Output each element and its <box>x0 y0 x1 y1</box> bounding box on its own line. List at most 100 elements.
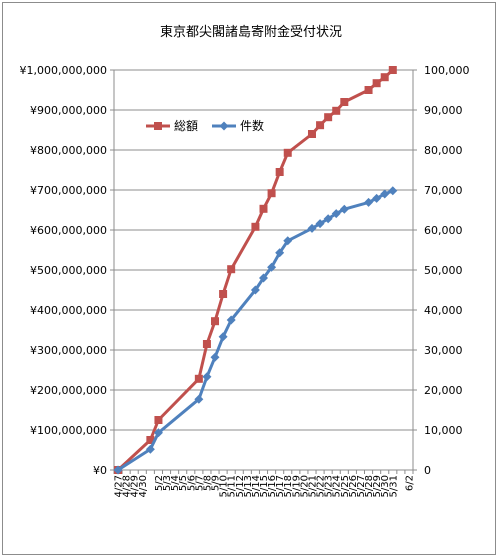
y-left-tick-label: ¥200,000,000 <box>30 384 107 397</box>
data-point-2 <box>267 262 277 272</box>
data-point-2 <box>307 223 317 233</box>
x-tick-label: 5/7 <box>194 475 205 491</box>
y-left-tick-label: ¥0 <box>93 464 107 477</box>
chart-title: 東京都尖閣諸島寄附金受付状況 <box>160 24 342 40</box>
x-tick-label: 5/3 <box>162 475 173 491</box>
x-tick-label: 5/25 <box>340 475 351 497</box>
data-point-2 <box>210 352 220 362</box>
data-point-1 <box>219 290 228 298</box>
x-tick-label: 5/22 <box>316 475 327 497</box>
y-axis-right: 0 10,000 20,000 30,000 40,000 50,000 60,000 70,… <box>412 64 470 477</box>
data-point-1 <box>251 222 260 231</box>
x-tick-label: 5/21 <box>307 475 318 497</box>
y-left-tick-label: ¥1,000,000,000 <box>20 64 107 77</box>
legend: 総額 件数 <box>146 118 264 133</box>
y-right-tick-label: 40,000 <box>424 304 463 317</box>
y-left-tick-label: ¥700,000,000 <box>30 184 107 197</box>
y-left-tick-label: ¥800,000,000 <box>30 144 107 157</box>
x-tick-label: 5/20 <box>299 475 310 497</box>
data-point-1 <box>332 106 341 115</box>
x-tick-label: 4/29 <box>130 475 141 497</box>
x-tick-label: 5/9 <box>211 475 222 491</box>
y-right-tick-label: 0 <box>424 464 431 477</box>
data-point-1 <box>316 121 325 130</box>
y-left-tick-label: ¥300,000,000 <box>30 344 107 357</box>
x-tick-label: 5/24 <box>332 475 343 497</box>
data-point-1 <box>194 374 203 383</box>
legend-label-1: 総額 <box>174 119 198 133</box>
data-point-1 <box>307 130 316 138</box>
legend-marker-2 <box>219 121 229 131</box>
data-point-2 <box>283 236 293 246</box>
x-tick-label: 5/17 <box>275 475 286 497</box>
x-tick-label: 5/10 <box>219 475 230 497</box>
y-left-tick-label: ¥900,000,000 <box>30 104 107 117</box>
y-right-tick-label: 10,000 <box>424 424 463 437</box>
data-point-2 <box>226 315 236 325</box>
x-tick-label: 5/12 <box>235 475 246 497</box>
x-tick-label: 5/16 <box>267 475 278 497</box>
x-tick-label: 5/23 <box>324 475 335 497</box>
x-tick-label: 4/30 <box>138 475 149 497</box>
data-point-1 <box>211 317 220 326</box>
data-point-2 <box>315 219 325 229</box>
x-axis: 4/274/284/294/30 5/25/35/45/55/65/75/85/9… <box>113 470 415 497</box>
data-point-1 <box>372 79 381 88</box>
legend-marker-1 <box>154 122 162 130</box>
y-right-tick-label: 100,000 <box>424 64 470 77</box>
data-point-2 <box>194 394 204 404</box>
data-point-1 <box>154 416 163 424</box>
x-tick-label: 5/18 <box>283 475 294 497</box>
x-tick-label: 5/8 <box>202 475 213 491</box>
data-point-1 <box>227 265 236 274</box>
x-tick-label: 5/2 <box>154 475 165 491</box>
x-tick-label: 5/26 <box>348 475 359 497</box>
y-left-tick-label: ¥400,000,000 <box>30 304 107 317</box>
data-point-2 <box>202 372 212 382</box>
data-point-2 <box>275 248 285 258</box>
x-tick-label: 5/27 <box>356 475 367 497</box>
y-left-tick-label: ¥500,000,000 <box>30 264 107 277</box>
y-left-tick-label: ¥600,000,000 <box>30 224 107 237</box>
data-point-1 <box>267 189 276 198</box>
y-left-tick-label: ¥100,000,000 <box>30 424 107 437</box>
x-tick-label: 5/31 <box>388 475 399 497</box>
data-point-1 <box>283 148 292 157</box>
x-tick-label: 4/28 <box>122 475 133 497</box>
data-point-1 <box>324 113 333 122</box>
data-point-1 <box>202 340 211 348</box>
series-line-1 <box>117 68 394 472</box>
series-layer <box>113 66 398 475</box>
x-tick-label: 5/4 <box>170 475 181 491</box>
x-tick-label: 5/28 <box>364 475 375 497</box>
data-point-1 <box>388 66 397 74</box>
data-point-1 <box>275 168 284 176</box>
data-point-1 <box>259 204 268 213</box>
x-tick-label: 5/13 <box>243 475 254 497</box>
y-right-tick-label: 70,000 <box>424 184 463 197</box>
data-point-2 <box>388 186 398 196</box>
y-right-tick-label: 30,000 <box>424 344 463 357</box>
y-right-tick-label: 90,000 <box>424 104 463 117</box>
legend-label-2: 件数 <box>240 118 264 133</box>
data-point-2 <box>145 444 155 454</box>
x-tick-label: 5/30 <box>380 475 391 497</box>
data-point-2 <box>259 273 268 283</box>
data-point-1 <box>364 86 373 94</box>
data-point-1 <box>380 73 389 82</box>
x-tick-label: 5/15 <box>259 475 270 497</box>
gridlines <box>114 109 413 431</box>
data-point-2 <box>380 189 390 199</box>
data-point-2 <box>153 428 163 438</box>
data-point-2 <box>331 209 341 219</box>
data-point-2 <box>113 465 123 475</box>
y-right-tick-label: 60,000 <box>424 224 463 237</box>
x-tick-label: 5/11 <box>227 475 238 497</box>
data-point-2 <box>250 285 260 295</box>
x-tick-label: 5/14 <box>251 475 262 497</box>
x-tick-label: 5/19 <box>291 475 302 497</box>
data-point-2 <box>339 204 349 214</box>
x-tick-label: 5/29 <box>372 475 383 497</box>
data-point-1 <box>340 98 349 106</box>
